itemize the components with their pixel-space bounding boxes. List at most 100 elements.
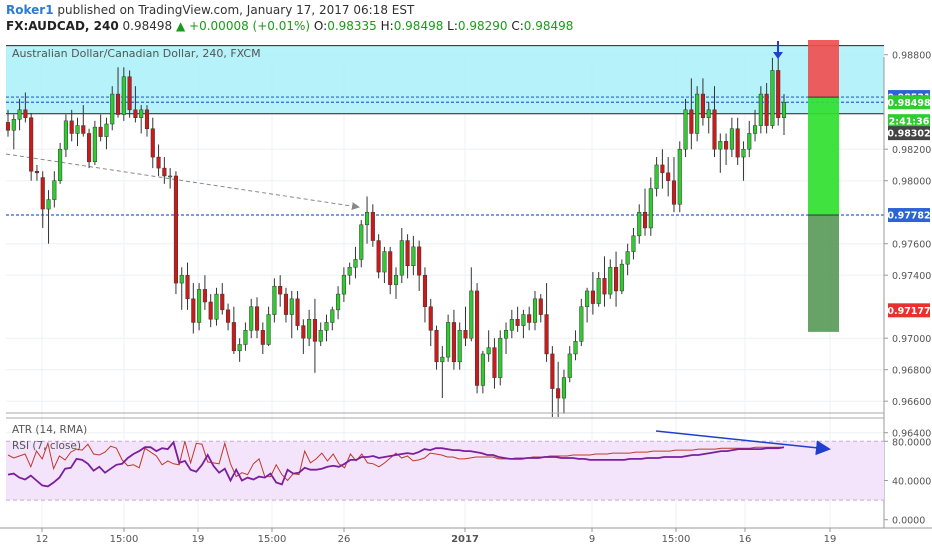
time-tick-label: 15:00 [110, 534, 139, 545]
candle [115, 67, 121, 118]
candle-body [411, 246, 416, 267]
candle [469, 267, 474, 342]
chart-area[interactable]: Australian Dollar/Canadian Dollar, 240, … [0, 40, 932, 550]
candle-body [602, 278, 607, 295]
candle [486, 330, 491, 362]
candle-body [376, 240, 381, 273]
candle-body [150, 128, 155, 158]
candle-body [75, 125, 80, 134]
candle [370, 204, 375, 247]
candle-body [63, 120, 68, 150]
price-label-text: 2:41:36 [889, 117, 930, 128]
candle [660, 149, 665, 189]
candle [451, 309, 456, 370]
candle-body [179, 274, 184, 284]
candle [776, 57, 781, 126]
low-value: 0.98290 [457, 19, 508, 33]
candle [150, 117, 155, 169]
candle [706, 101, 711, 134]
price-label-text: 0.98302 [887, 129, 930, 140]
candle [642, 188, 648, 236]
candle [712, 86, 717, 158]
candle-body [706, 109, 711, 118]
candle-body [764, 93, 769, 126]
candle-body [677, 148, 682, 205]
stop-loss-box [808, 40, 839, 98]
chart-header: Roker1 published on TradingView.com, Jan… [0, 0, 932, 40]
candle [156, 144, 161, 176]
candle-body [156, 156, 161, 169]
candle-body [648, 188, 653, 229]
candle-body [231, 322, 236, 352]
price-tick-label: 0.97600 [892, 240, 931, 251]
candle-body [770, 70, 775, 126]
candle-body [312, 319, 317, 342]
candle [631, 227, 636, 260]
candle [585, 287, 590, 323]
candle-body [752, 125, 758, 134]
candle-body [69, 120, 74, 134]
candle [324, 314, 329, 342]
candle-body [295, 298, 300, 326]
candle-body [162, 167, 167, 177]
candle [521, 309, 526, 339]
candle-body [556, 388, 561, 399]
candle-body [307, 319, 312, 339]
symbol-line: FX:AUDCAD, 240 0.98498 ▲ +0.00008 (+0.01… [6, 19, 573, 33]
candle-body [440, 356, 445, 363]
open-value: 0.98335 [327, 19, 377, 33]
price-label-box [888, 208, 930, 223]
candle-body [521, 314, 526, 326]
candle-body [538, 298, 543, 315]
candle-body [388, 251, 393, 285]
candle [312, 298, 317, 373]
candle [254, 297, 260, 339]
author-link[interactable]: Roker1 [6, 3, 54, 17]
candle [104, 117, 109, 150]
candle [127, 70, 132, 118]
candle [770, 57, 775, 129]
candle [671, 157, 677, 213]
candle-body [185, 274, 190, 300]
candle [399, 227, 404, 284]
candle [515, 306, 520, 332]
candle-body [637, 211, 642, 237]
time-tick-label: 15:00 [258, 534, 287, 545]
candle-body [509, 319, 514, 331]
atr-line [7, 441, 784, 482]
close-value: 0.98498 [523, 19, 574, 33]
candle-body [463, 330, 468, 339]
candle-body [544, 314, 549, 355]
candle [608, 259, 613, 299]
candle [538, 294, 543, 323]
candle-body [11, 119, 16, 131]
candle-body [503, 330, 509, 339]
candle-body [695, 93, 700, 134]
candle [422, 267, 428, 323]
price-label-box [888, 303, 930, 318]
candle [463, 306, 468, 347]
candle-body [469, 290, 474, 339]
candle-body [254, 306, 260, 331]
candle-body [324, 322, 329, 331]
time-tick-label: 2017 [451, 534, 479, 545]
price-label: 2:41:36 [888, 114, 930, 129]
candle [411, 235, 416, 276]
candle-body [364, 211, 370, 226]
candle-body [289, 298, 294, 315]
candle [133, 86, 138, 123]
candle [556, 361, 561, 417]
candle [144, 105, 150, 137]
candle [625, 243, 630, 276]
price-change: ▲ +0.00008 (+0.01%) [176, 19, 311, 33]
candle [764, 83, 769, 134]
symbol-name[interactable]: FX:AUDCAD, 240 [6, 19, 119, 33]
candle [139, 105, 144, 134]
candle-body [642, 211, 648, 229]
candle [596, 272, 601, 307]
candle-body [671, 180, 677, 205]
candle-body [689, 109, 694, 134]
candle-body [40, 177, 45, 210]
candle [214, 287, 219, 326]
candle [637, 204, 642, 244]
